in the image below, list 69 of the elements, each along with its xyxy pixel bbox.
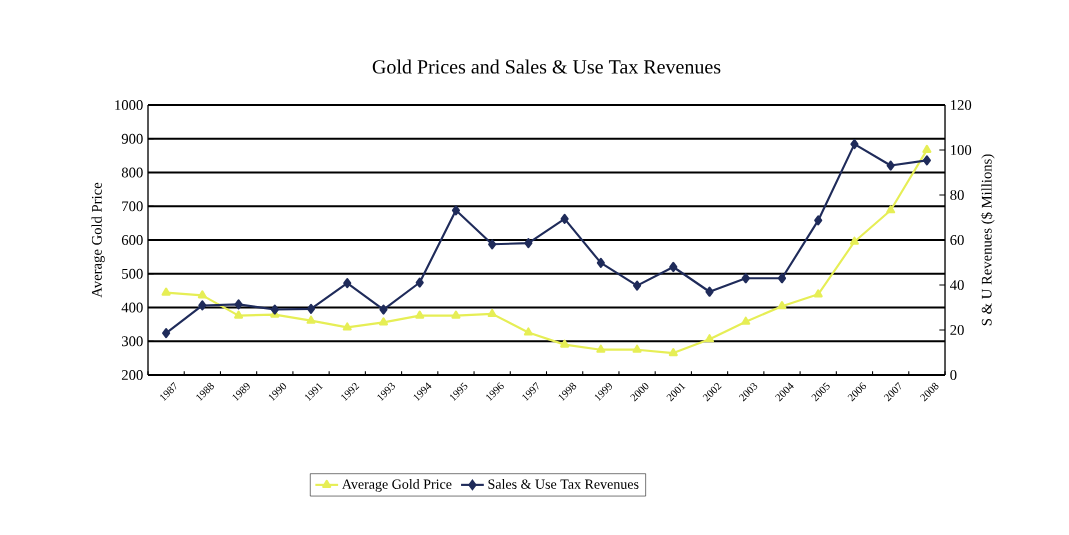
point [850,139,859,150]
point [162,328,171,339]
y2-tick-label: 100 [951,145,972,155]
y-tick-label: 500 [122,268,143,279]
point [741,273,750,284]
y-tick-label: 900 [121,133,143,144]
point [451,205,461,216]
y-tick-label: 700 [122,201,143,212]
y2-tick-label: 80 [950,190,964,200]
point [378,317,389,326]
point [741,316,751,325]
legend-label: Average Gold Price [341,479,452,492]
chart-title: Gold Prices and Sales & Use Tax Revenues [372,59,721,74]
y-tick-label: 600 [121,235,143,245]
y-tick-label: 400 [121,302,143,313]
point [886,160,895,171]
point [777,273,787,284]
point [198,300,207,311]
point [813,289,823,298]
point [306,315,316,324]
point [596,257,605,269]
point [560,339,570,348]
point [560,213,569,224]
point [596,344,606,353]
point [705,286,714,297]
point [451,310,461,319]
point [415,310,425,319]
x-tick-label: 1991 [305,383,324,402]
y-tick-label: 800 [121,167,143,178]
x-tick-label: 1989 [232,382,250,402]
point [488,239,497,250]
point [632,344,642,353]
point [524,238,533,249]
y-axis-title: Average Gold Price [91,182,105,298]
point [197,290,207,299]
y2-tick-label: 60 [950,235,964,245]
x-tick-label: 1999 [594,382,612,402]
point [523,327,533,336]
y-tick-label: 200 [121,370,143,380]
point [161,287,171,296]
point [633,280,642,291]
point [886,205,896,214]
x-tick-label: 1992 [341,382,360,402]
legend-label: Sales & Use Tax Revenues [488,479,639,489]
y2-tick-label: 20 [950,325,964,335]
point [343,278,352,289]
point [306,303,316,314]
point [487,308,497,317]
point [342,322,352,331]
point [777,301,787,310]
point [922,144,932,153]
y-tick-label: 1000 [115,100,143,110]
point [234,299,243,310]
point [379,304,388,315]
point [415,277,424,288]
point [814,215,823,226]
point [668,347,678,357]
point [234,310,244,319]
point [669,261,678,273]
y2-tick-label: 120 [951,100,972,110]
point [705,334,715,343]
y2-axis-title: S & U Revenues ($ Millions) [980,154,995,326]
point [270,304,279,315]
point [922,155,931,166]
point [849,236,859,245]
x-tick-label: 1990 [268,382,287,402]
y2-tick-label: 0 [950,370,957,380]
y2-tick-label: 40 [950,280,964,290]
y-tick-label: 300 [122,336,143,347]
